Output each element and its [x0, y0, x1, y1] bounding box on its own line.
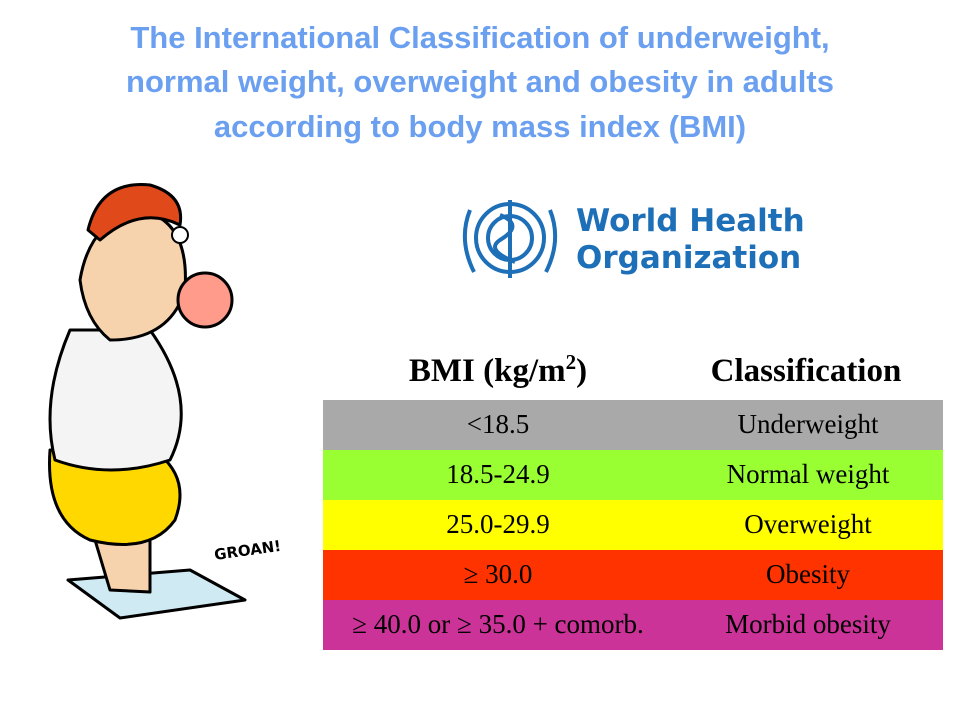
table-cell: ≥ 30.0: [464, 559, 533, 589]
logo-text: World Health: [576, 203, 805, 239]
table-row: [323, 500, 943, 550]
table-cell: <18.5: [467, 409, 529, 439]
nose: [176, 271, 234, 329]
column-header: Classification: [711, 353, 902, 389]
table-body: <18.5 Underweight 18.5-24.9 Normal weight 25…: [323, 400, 943, 650]
table-cell: 25.0-29.9: [446, 509, 550, 539]
column-header: BMI (kg/m2): [409, 350, 587, 389]
who-emblem: [462, 200, 558, 278]
title-line: normal weight, overweight and obesity in…: [126, 64, 834, 99]
table-row: [323, 600, 943, 650]
table-cell: 18.5-24.9: [446, 459, 550, 489]
shorts: [48, 448, 182, 546]
title-line: according to body mass index (BMI): [214, 109, 746, 144]
title-line: The International Classification of unde…: [130, 20, 829, 55]
hair: [86, 183, 183, 242]
logo-text: Organization: [576, 240, 801, 276]
table-row: [323, 450, 943, 500]
table-cell: ≥ 40.0 or ≥ 35.0 + comorb.: [352, 609, 644, 639]
cartoon: GROAN!: [48, 183, 282, 620]
header-text: BMI (kg/m: [409, 353, 566, 389]
emblem-wreath: [462, 209, 558, 273]
header-text: ): [576, 353, 587, 389]
shirt: [48, 328, 183, 472]
table-cell: Morbid obesity: [725, 609, 891, 639]
header-superscript: 2: [566, 350, 577, 374]
table-row: [323, 400, 943, 450]
table-row: [323, 550, 943, 600]
table-cell: Overweight: [744, 509, 872, 539]
table-cell: Obesity: [766, 559, 850, 589]
table-cell: Normal weight: [727, 459, 890, 489]
eye: [171, 226, 189, 244]
table-cell: Underweight: [738, 409, 879, 439]
